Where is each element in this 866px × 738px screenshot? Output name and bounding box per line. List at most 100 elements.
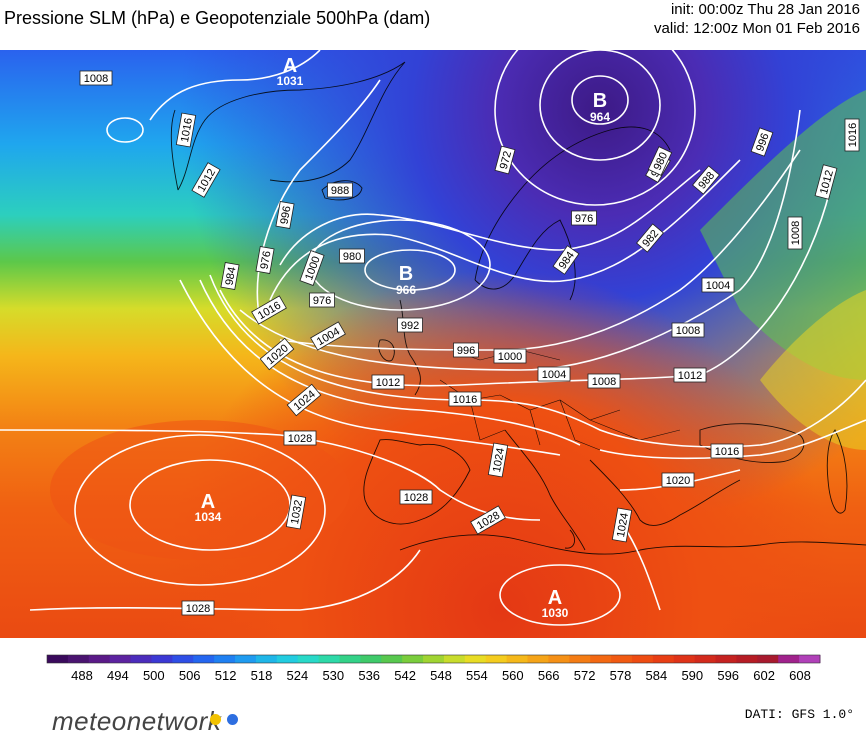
isobar-label-text: 1004 xyxy=(542,369,566,381)
isobar-1008 xyxy=(239,109,801,371)
isobar-label-box xyxy=(537,366,571,382)
isobar-label: 980 xyxy=(339,248,365,264)
isobar-label-text: 976 xyxy=(313,295,331,307)
colorbar-swatches xyxy=(46,654,821,664)
isobar-label: 996 xyxy=(750,127,774,157)
isobar-1028 xyxy=(0,429,541,521)
isobar-label-box xyxy=(327,182,353,198)
colorbar-tick-label: 608 xyxy=(789,668,811,683)
coastlines xyxy=(170,61,866,555)
isobar-label-text: 1024 xyxy=(491,447,507,473)
isobar-label: 972 xyxy=(494,145,516,175)
isobar-label-box xyxy=(710,443,744,459)
isobar-label-box xyxy=(661,472,695,488)
isobar-label-box xyxy=(309,292,335,308)
colorbar-tick-label: 542 xyxy=(394,668,416,683)
center-value: 1030 xyxy=(542,606,569,620)
isobar-label-text: 1008 xyxy=(592,376,616,388)
isobar-label: 1008 xyxy=(587,373,621,389)
isobar-label-box xyxy=(285,494,307,530)
isobar-label-box xyxy=(181,600,215,616)
pressure-centers: A 1031 B 964 B 966 A 1034 A 1030 xyxy=(195,55,611,620)
isobar-label-box xyxy=(175,112,197,148)
colorbar-swatch xyxy=(548,655,570,663)
isobar-label-text: 996 xyxy=(754,132,772,153)
isobar-label-box xyxy=(692,165,720,195)
isobar-label-text: 1008 xyxy=(790,221,802,245)
isobar-label-box xyxy=(310,321,346,351)
colorbar-tick-label: 524 xyxy=(287,668,309,683)
isobar-label-text: 1016 xyxy=(847,123,859,147)
valid-time: valid: 12:00z Mon 01 Feb 2016 xyxy=(654,20,860,37)
isobar-label: 1008 xyxy=(671,322,705,338)
colorbar-swatch xyxy=(485,655,508,663)
isobar-1016-north xyxy=(209,274,866,448)
isobar-label-text: 1024 xyxy=(615,512,631,538)
isobar-label-box xyxy=(251,295,287,325)
isobar-label-box xyxy=(636,223,664,253)
isobar-label-box xyxy=(275,201,295,229)
isobar-small-low-west xyxy=(106,117,144,143)
isobar-label-text: 1020 xyxy=(666,475,690,487)
init-time: init: 00:00z Thu 28 Jan 2016 xyxy=(670,1,860,18)
brand-dot-yellow xyxy=(210,714,221,725)
colorbar-swatch xyxy=(673,655,696,663)
colorbar-swatch xyxy=(652,655,675,663)
colorbar-tick-label: 560 xyxy=(502,668,524,683)
isobar-label-box xyxy=(255,246,275,274)
center-value: 1034 xyxy=(195,510,222,524)
center-letter: B xyxy=(593,90,607,112)
validity-info: init: 00:00z Thu 28 Jan 2016 valid: 12:0… xyxy=(654,0,860,38)
isobar-label-text: 992 xyxy=(401,320,419,332)
colorbar-swatch xyxy=(611,655,633,663)
isobar-iceland xyxy=(149,50,321,121)
isobar-label: 992 xyxy=(397,317,423,333)
isobar-label-text: 996 xyxy=(457,345,475,357)
isobar-label-text: 1008 xyxy=(676,325,700,337)
isobar-low-north-2 xyxy=(539,50,661,161)
isobar-label-box xyxy=(750,127,774,157)
colorbar-swatch xyxy=(130,655,152,663)
isobar-label-box xyxy=(259,337,295,371)
isobar-label: 1016 xyxy=(448,391,482,407)
isobar-1012 xyxy=(219,189,831,387)
pressure-center: A 1030 xyxy=(542,587,569,620)
isobar-label-box xyxy=(587,373,621,389)
isobar-label: 976 xyxy=(571,210,597,226)
isobar-label: 984 xyxy=(220,262,240,290)
isobar-1000 xyxy=(256,79,381,321)
isobar-label: 1016 xyxy=(710,443,744,459)
isobar-label-box xyxy=(191,162,221,198)
isobar-label: 1024 xyxy=(611,507,633,543)
isobar-label-text: 1004 xyxy=(706,280,730,292)
isobar-label-box xyxy=(339,248,365,264)
isobar-label-text: 1028 xyxy=(186,603,210,615)
colorbar-swatch xyxy=(360,655,382,663)
colorbar-tick-label: 548 xyxy=(430,668,452,683)
isobar-label-box xyxy=(371,374,405,390)
isobar-label-text: 1000 xyxy=(498,351,522,363)
balkans-coast xyxy=(589,459,741,526)
isobar-label: 1012 xyxy=(814,164,838,200)
scandinavia-coast xyxy=(474,126,671,301)
isobar-label-text: 1008 xyxy=(84,73,108,85)
colorbar-swatch xyxy=(172,655,194,663)
colorbar-swatch xyxy=(318,655,340,663)
colorbar-tick-label: 572 xyxy=(574,668,596,683)
isobar-label: 1024 xyxy=(487,442,509,478)
isobar-label-box xyxy=(701,277,735,293)
isobar-label-text: 976 xyxy=(258,250,273,270)
colorbar-tick-label: 578 xyxy=(610,668,632,683)
isobar-label: 1016 xyxy=(175,112,197,148)
colorbar-tick-label: 530 xyxy=(322,668,344,683)
colorbar-tick-label: 500 xyxy=(143,668,165,683)
isobar-label-box xyxy=(487,442,509,478)
isobar-label-text: 984 xyxy=(223,266,238,286)
colorbar-swatch xyxy=(339,655,361,663)
colorbar-tick-label: 518 xyxy=(251,668,273,683)
colorbar-tick-label: 488 xyxy=(71,668,93,683)
isobar-label-text: 996 xyxy=(278,205,293,225)
isobar-low-north-1 xyxy=(571,75,629,125)
isobar-label-box xyxy=(552,245,580,275)
pressure-center: B 966 xyxy=(396,263,416,297)
